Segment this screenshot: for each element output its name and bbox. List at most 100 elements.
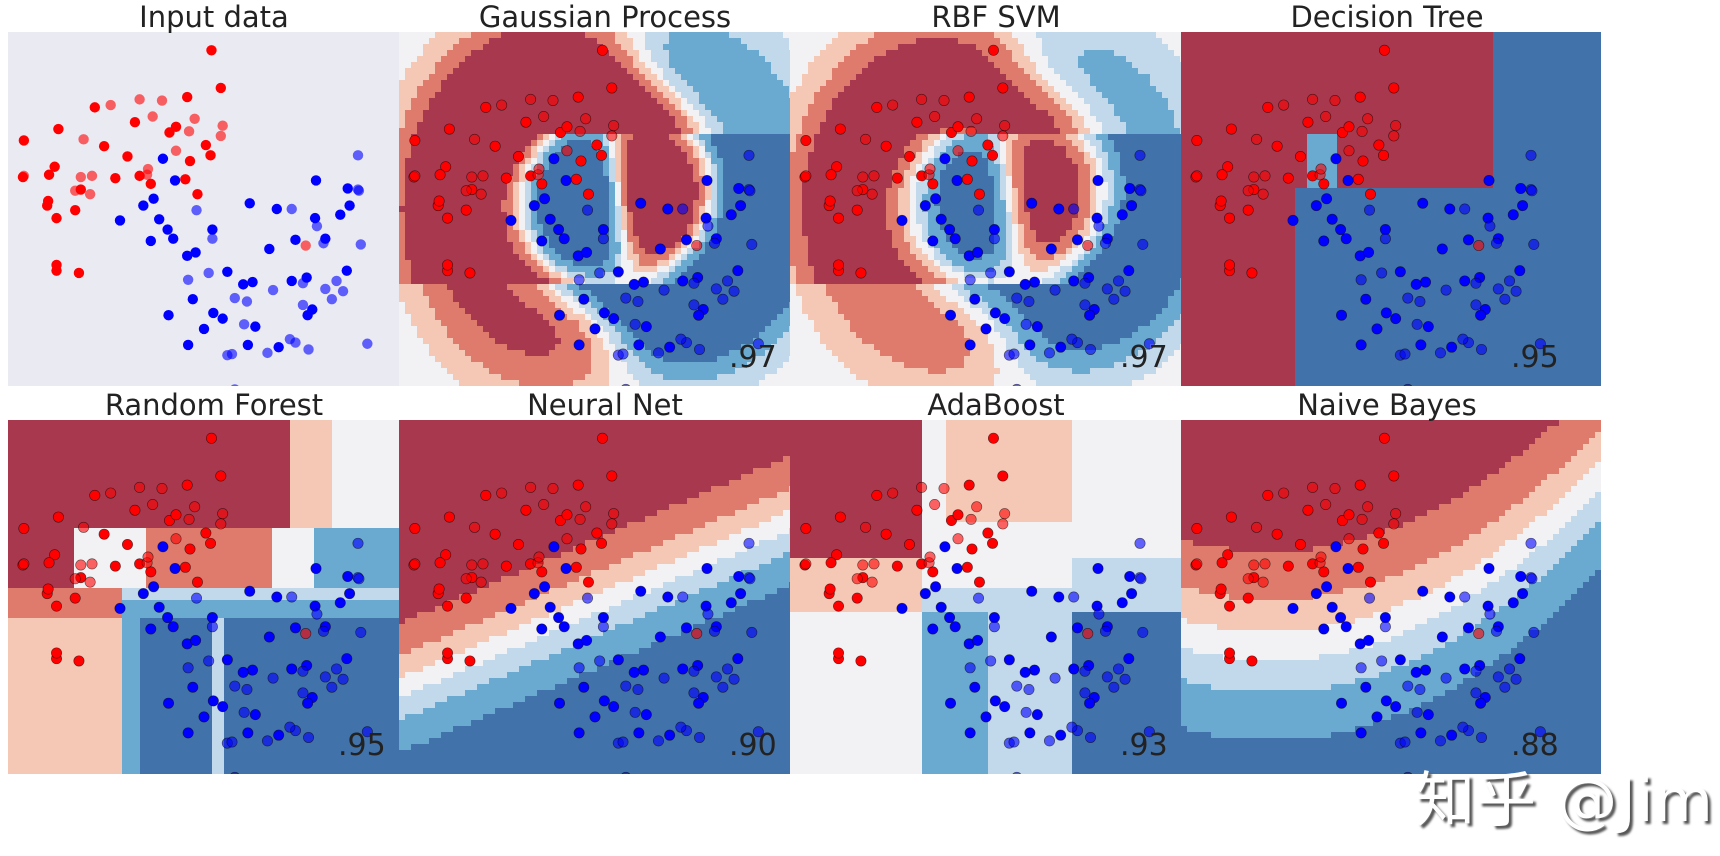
train-point (891, 172, 903, 184)
test-point (230, 771, 240, 774)
test-point (860, 133, 872, 145)
test-point (965, 125, 977, 137)
test-point (262, 347, 273, 359)
train-point (1225, 511, 1237, 523)
train-point (1053, 203, 1065, 215)
test-point (988, 621, 1000, 633)
train-point (206, 45, 217, 56)
test-point (286, 203, 297, 215)
train-point (1029, 276, 1041, 288)
train-point (409, 522, 421, 534)
test-point (1012, 771, 1022, 774)
test-point (1137, 238, 1149, 250)
panel-title: Input data (4, 0, 424, 34)
train-point (1357, 155, 1369, 167)
test-point (1484, 608, 1496, 620)
train-point (612, 654, 624, 666)
test-point (1119, 673, 1131, 685)
test-point (1457, 721, 1469, 733)
test-point (261, 735, 273, 747)
test-point (1525, 149, 1537, 161)
train-point (110, 172, 121, 184)
train-point (1444, 203, 1456, 215)
train-point (987, 432, 999, 444)
train-point (344, 588, 356, 600)
test-point (620, 680, 632, 692)
test-point (1440, 672, 1452, 684)
classifier-panel (790, 32, 1210, 386)
test-point (1440, 284, 1452, 296)
test-point (469, 521, 481, 533)
train-point (596, 149, 608, 161)
train-point (163, 310, 174, 321)
train-point (182, 250, 193, 262)
test-point (608, 120, 620, 132)
train-point (409, 134, 421, 146)
test-point (1411, 318, 1423, 330)
train-point (70, 204, 81, 216)
train-point (528, 588, 540, 600)
test-point (78, 134, 89, 145)
train-point (1116, 209, 1128, 221)
train-point (638, 276, 650, 288)
train-point (51, 259, 62, 271)
train-point (1026, 585, 1038, 597)
test-point (303, 344, 314, 355)
train-point (825, 557, 837, 569)
train-point (591, 139, 603, 151)
test-point (597, 233, 609, 245)
train-point (153, 601, 165, 613)
train-point (289, 622, 301, 634)
test-point (1320, 499, 1332, 511)
test-point (561, 145, 573, 157)
train-point (263, 631, 275, 643)
test-point (1068, 203, 1080, 215)
train-point (554, 697, 566, 709)
test-point (1414, 683, 1426, 695)
test-point (1470, 299, 1482, 311)
train-point (945, 697, 957, 709)
train-point (1394, 266, 1406, 278)
test-point (620, 292, 632, 304)
test-point (319, 671, 331, 683)
train-point (1388, 470, 1400, 482)
train-point (544, 601, 556, 613)
test-point (1364, 592, 1376, 604)
train-point (581, 246, 593, 258)
train-point (945, 309, 957, 321)
train-point (1342, 174, 1354, 186)
train-point (1373, 527, 1385, 539)
train-point (244, 585, 256, 597)
train-point (553, 612, 565, 624)
train-point (1126, 588, 1138, 600)
test-point (230, 384, 239, 386)
train-point (944, 612, 956, 624)
test-point (1049, 672, 1061, 684)
test-point (1079, 687, 1091, 699)
train-point (575, 155, 587, 167)
test-point (573, 662, 585, 674)
train-point (208, 307, 219, 319)
accuracy-score: .93 (1120, 728, 1168, 763)
test-point (75, 171, 87, 183)
train-point (952, 509, 964, 521)
train-point (573, 339, 585, 351)
train-point (951, 562, 963, 574)
train-point (1318, 235, 1330, 247)
train-point (53, 123, 64, 135)
test-point (1257, 576, 1269, 588)
train-point (145, 235, 156, 247)
test-point (1135, 185, 1147, 197)
test-point (1248, 171, 1260, 183)
train-point (43, 169, 55, 180)
train-point (512, 538, 524, 550)
test-point (533, 551, 545, 563)
train-point (121, 538, 133, 550)
train-point (969, 681, 981, 693)
train-point (1124, 570, 1136, 582)
test-point (331, 275, 342, 287)
test-point (1459, 591, 1471, 603)
test-point (924, 163, 936, 175)
test-point (318, 238, 329, 249)
classifier-panel (399, 420, 819, 774)
